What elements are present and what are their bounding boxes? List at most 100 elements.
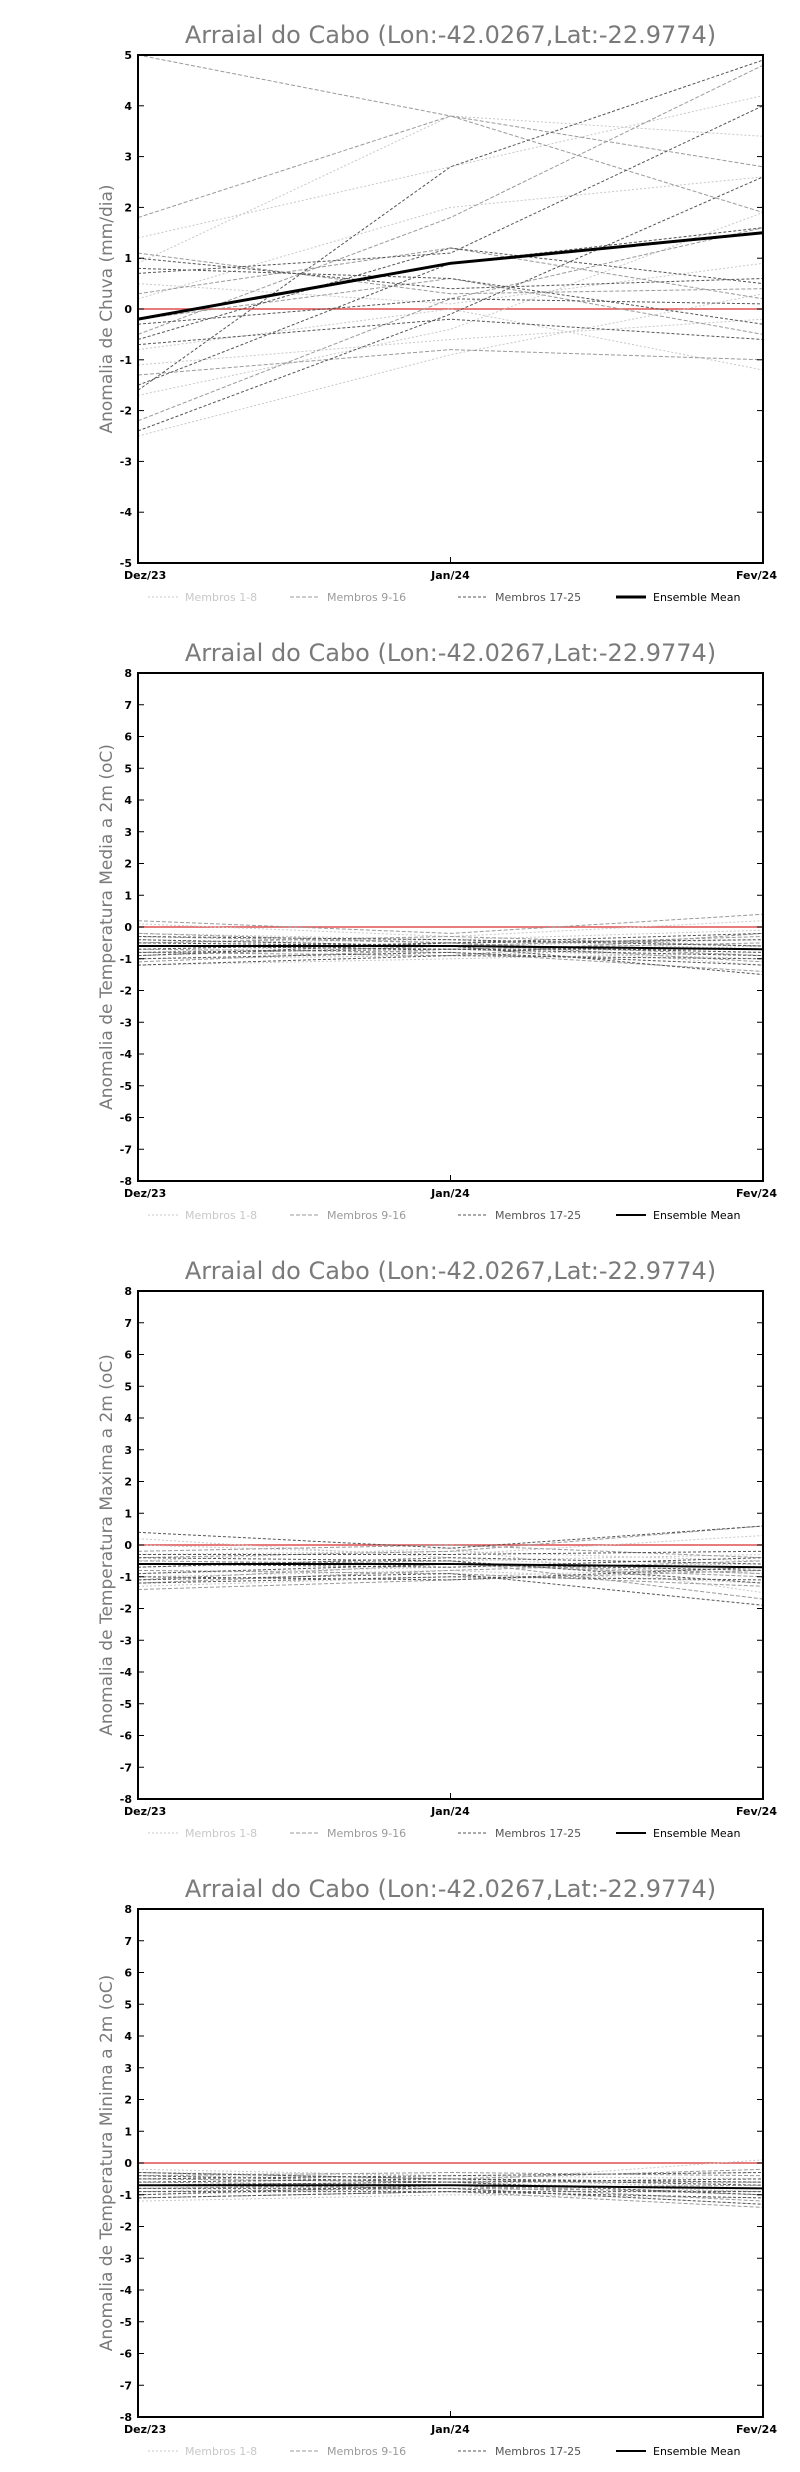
legend-label: Membros 1-8 [185,1827,257,1840]
chart-title: Arraial do Cabo (Lon:-42.0267,Lat:-22.97… [185,1875,716,1903]
member-line-5 [138,2194,763,2202]
member-line-20 [138,951,763,966]
member-line-13 [138,1544,763,1559]
member-line-4 [138,920,763,938]
y-tick-label: -1 [120,1571,132,1584]
member-line-12 [138,64,763,335]
y-tick-label: -5 [120,2316,132,2329]
member-line-24 [138,298,763,325]
member-line-10 [138,55,763,168]
member-line-21 [138,936,763,947]
y-tick-label: -2 [120,2221,132,2234]
member-line-18 [138,59,763,391]
y-tick-label: -5 [120,557,132,570]
y-tick-label: 3 [124,151,132,164]
member-line-11 [138,227,763,422]
member-line-24 [138,955,763,966]
y-tick-label: 1 [124,889,132,902]
member-line-7 [138,951,763,966]
x-tick-label: Jan/24 [430,1805,470,1818]
x-tick-label: Dez/23 [124,2423,166,2436]
y-tick-label: 5 [124,762,132,775]
member-line-14 [138,349,763,376]
legend-label: Membros 17-25 [495,1209,581,1222]
y-tick-label: -1 [120,953,132,966]
legend-label: Membros 9-16 [327,1209,406,1222]
y-tick-label: 8 [124,667,132,680]
member-line-21 [138,1550,763,1555]
y-tick-label: -3 [120,455,132,468]
y-tick-label: 2 [124,1476,132,1489]
y-tick-label: 7 [124,1935,132,1948]
y-tick-label: -5 [120,1698,132,1711]
chart-title: Arraial do Cabo (Lon:-42.0267,Lat:-22.97… [185,639,716,667]
y-axis-label: Anomalia de Chuva (mm/dia) [97,184,117,433]
y-tick-label: -2 [120,1603,132,1616]
member-line-20 [138,247,763,340]
y-tick-label: -3 [120,2252,132,2265]
y-tick-label: 3 [124,1444,132,1457]
chart-title: Arraial do Cabo (Lon:-42.0267,Lat:-22.97… [185,21,716,49]
y-axis-label: Anomalia de Temperatura Media a 2m (oC) [97,744,117,1110]
x-tick-label: Fev/24 [736,569,777,582]
legend-label: Membros 17-25 [495,2445,581,2458]
legend-label: Ensemble Mean [653,1209,740,1222]
legend-label: Ensemble Mean [653,591,740,604]
member-line-23 [138,257,763,290]
y-tick-label: 5 [124,49,132,62]
y-tick-label: 3 [124,2062,132,2075]
y-tick-label: -7 [120,2379,132,2392]
series-group [138,913,763,976]
y-tick-label: 0 [124,1539,132,1552]
y-axis-label: Anomalia de Temperatura Maxima a 2m (oC) [97,1354,117,1736]
y-tick-label: 8 [124,1903,132,1916]
member-line-19 [138,1557,763,1568]
y-tick-label: -6 [120,2348,133,2361]
y-tick-label: -3 [120,1634,132,1647]
legend-label: Ensemble Mean [653,2445,740,2458]
member-line-2 [138,293,763,437]
y-tick-label: -8 [120,1793,132,1806]
x-tick-label: Jan/24 [430,569,470,582]
member-line-9 [138,115,763,219]
member-line-15 [138,1560,763,1584]
ensemble-mean-line [138,945,763,951]
chart-1: Arraial do Cabo (Lon:-42.0267,Lat:-22.97… [97,21,777,604]
member-line-25 [138,2191,763,2199]
y-tick-label: -1 [120,2189,132,2202]
member-line-25 [138,1566,763,1581]
legend-label: Membros 9-16 [327,2445,406,2458]
member-line-25 [138,948,763,953]
y-tick-label: 2 [124,2094,132,2107]
y-tick-label: -4 [120,1048,133,1061]
member-line-25 [138,318,763,346]
y-tick-label: 4 [124,794,132,807]
y-tick-label: -6 [120,1730,133,1743]
member-line-17 [138,176,763,432]
x-tick-label: Fev/24 [736,1805,777,1818]
y-tick-label: 5 [124,1380,132,1393]
y-tick-label: -5 [120,1080,132,1093]
member-line-6 [138,308,763,371]
y-tick-label: -7 [120,1143,132,1156]
member-line-20 [138,1573,763,1606]
y-tick-label: 7 [124,699,132,712]
y-axis-label: Anomalia de Temperatura Minima a 2m (oC) [97,1975,117,2352]
y-tick-label: 8 [124,1285,132,1298]
legend-label: Ensemble Mean [653,1827,740,1840]
x-tick-label: Fev/24 [736,2423,777,2436]
y-tick-label: 0 [124,921,132,934]
member-line-14 [138,935,763,947]
y-tick-label: 0 [124,2157,132,2170]
series-group [138,2159,763,2208]
y-tick-label: -4 [120,2284,133,2297]
y-tick-label: 2 [124,858,132,871]
y-tick-label: -4 [120,506,133,519]
legend-label: Membros 17-25 [495,1827,581,1840]
y-tick-label: 5 [124,1998,132,2011]
member-line-23 [138,1557,763,1568]
member-line-24 [138,2181,763,2196]
member-line-11 [138,913,763,934]
